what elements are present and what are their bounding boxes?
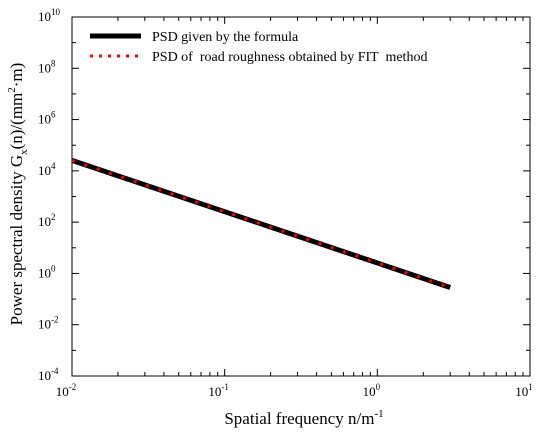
- y-axis-title-part1: Power spectral density G: [7, 155, 26, 325]
- x-tick-label-base: 10: [363, 384, 376, 399]
- y-tick-label-exp: -4: [51, 366, 59, 376]
- y-tick-label-exp: 0: [51, 263, 56, 273]
- x-axis-title-main: Spatial frequency n/m: [224, 409, 374, 428]
- y-tick-label: 106: [38, 110, 56, 127]
- y-tick-label-base: 10: [38, 112, 51, 127]
- y-axis-title-part2: (n)/(mm: [7, 93, 26, 150]
- x-tick-label: 10-2: [56, 382, 77, 399]
- y-tick-label-exp: 10: [51, 7, 61, 17]
- y-axis-title: Power spectral density Gx(n)/(mm2·m): [6, 63, 30, 326]
- y-tick-label-exp: 6: [51, 110, 56, 120]
- series-line-fit: [71, 158, 451, 289]
- y-tick-label: 1010: [38, 7, 61, 24]
- x-tick-label-base: 10: [208, 384, 221, 399]
- y-tick-label-exp: 2: [51, 212, 56, 222]
- y-tick-label: 102: [38, 212, 56, 229]
- x-tick-label-exp: -1: [221, 382, 229, 392]
- x-tick-label: 101: [515, 382, 533, 399]
- y-tick-label-base: 10: [38, 163, 51, 178]
- x-tick-label-base: 10: [515, 384, 528, 399]
- y-tick-label-base: 10: [38, 60, 51, 75]
- y-tick-label: 10-4: [38, 366, 59, 383]
- legend-label-formula: PSD given by the formula: [152, 30, 299, 45]
- y-tick-label-base: 10: [38, 214, 51, 229]
- y-tick-label: 10-2: [38, 315, 59, 332]
- y-tick-label-base: 10: [38, 317, 51, 332]
- series-layer: [71, 158, 451, 290]
- x-tick-label-exp: 0: [376, 382, 381, 392]
- y-tick-label: 100: [38, 263, 56, 280]
- y-axis-title-part3: ·m): [7, 63, 26, 88]
- x-tick-label: 10-1: [208, 382, 229, 399]
- x-tick-label: 100: [363, 382, 381, 399]
- y-tick-label: 104: [38, 161, 56, 178]
- legend-label-fit: PSD of road roughness obtained by FIT me…: [152, 50, 427, 65]
- x-tick-label-exp: 1: [528, 382, 533, 392]
- y-tick-label-exp: 4: [51, 161, 56, 171]
- x-tick-label-exp: -2: [69, 382, 77, 392]
- y-tick-label-exp: 8: [51, 58, 56, 68]
- y-axis-title-sub: x: [18, 149, 30, 155]
- y-tick-label: 108: [38, 58, 56, 75]
- y-tick-label-base: 10: [38, 265, 51, 280]
- x-axis-title-sup: -1: [374, 408, 383, 420]
- y-tick-label-exp: -2: [51, 315, 59, 325]
- axes-layer: 10-2 10-1 100 10110-410-2100102104106108101…: [38, 7, 533, 399]
- x-tick-label-base: 10: [56, 384, 69, 399]
- legend: PSD given by the formula PSD of road rou…: [90, 30, 427, 65]
- y-tick-label-base: 10: [38, 368, 51, 383]
- y-axis-title-sup: 2: [6, 87, 18, 93]
- y-tick-label-base: 10: [38, 9, 51, 24]
- x-axis-title: Spatial frequency n/m-1: [224, 408, 383, 428]
- plot-frame: [71, 16, 531, 377]
